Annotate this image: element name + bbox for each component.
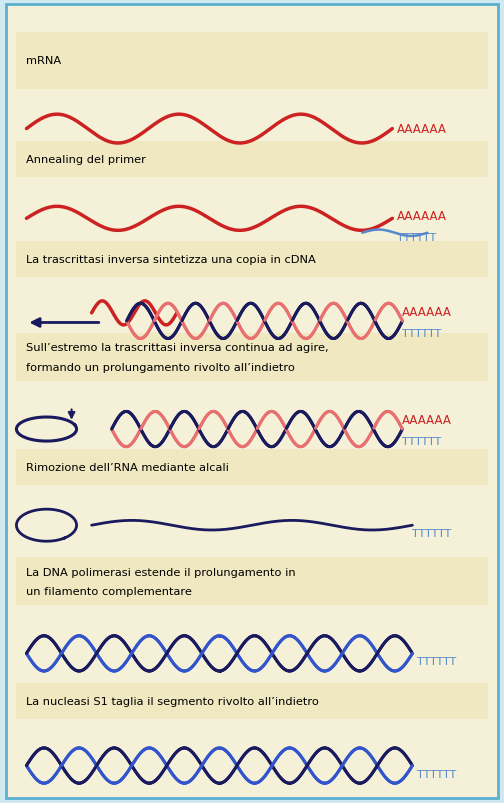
Text: TTTTTT: TTTTTT <box>417 657 457 666</box>
FancyBboxPatch shape <box>17 450 487 486</box>
Text: TTTTTT: TTTTTT <box>402 437 442 446</box>
Text: TTTTTT: TTTTTT <box>417 768 457 779</box>
Text: formando un prolungamento rivolto all’indietro: formando un prolungamento rivolto all’in… <box>26 362 295 372</box>
Text: La nucleasi S1 taglia il segmento rivolto all’indietro: La nucleasi S1 taglia il segmento rivolt… <box>26 696 320 706</box>
FancyBboxPatch shape <box>17 333 487 381</box>
Text: AAAAAA: AAAAAA <box>397 123 447 136</box>
Text: AAAAAA: AAAAAA <box>402 305 452 318</box>
Text: TTTTTT: TTTTTT <box>412 528 452 539</box>
Text: TTTTTT: TTTTTT <box>397 232 436 243</box>
FancyBboxPatch shape <box>17 34 487 89</box>
FancyBboxPatch shape <box>17 141 487 177</box>
FancyBboxPatch shape <box>17 242 487 278</box>
FancyBboxPatch shape <box>17 557 487 605</box>
Text: mRNA: mRNA <box>26 56 61 67</box>
Text: Sull’estremo la trascrittasi inversa continua ad agire,: Sull’estremo la trascrittasi inversa con… <box>26 343 329 353</box>
Text: AAAAAA: AAAAAA <box>402 414 452 426</box>
Text: La DNA polimerasi estende il prolungamento in: La DNA polimerasi estende il prolungamen… <box>26 567 296 577</box>
Text: La trascrittasi inversa sintetizza una copia in cDNA: La trascrittasi inversa sintetizza una c… <box>26 255 316 264</box>
Text: un filamento complementare: un filamento complementare <box>26 586 193 596</box>
Text: Rimozione dell’RNA mediante alcali: Rimozione dell’RNA mediante alcali <box>26 463 229 472</box>
Text: TTTTTT: TTTTTT <box>402 328 442 339</box>
FancyBboxPatch shape <box>7 6 497 797</box>
FancyBboxPatch shape <box>17 683 487 719</box>
Text: Annealing del primer: Annealing del primer <box>26 154 146 165</box>
Text: AAAAAA: AAAAAA <box>397 210 447 222</box>
